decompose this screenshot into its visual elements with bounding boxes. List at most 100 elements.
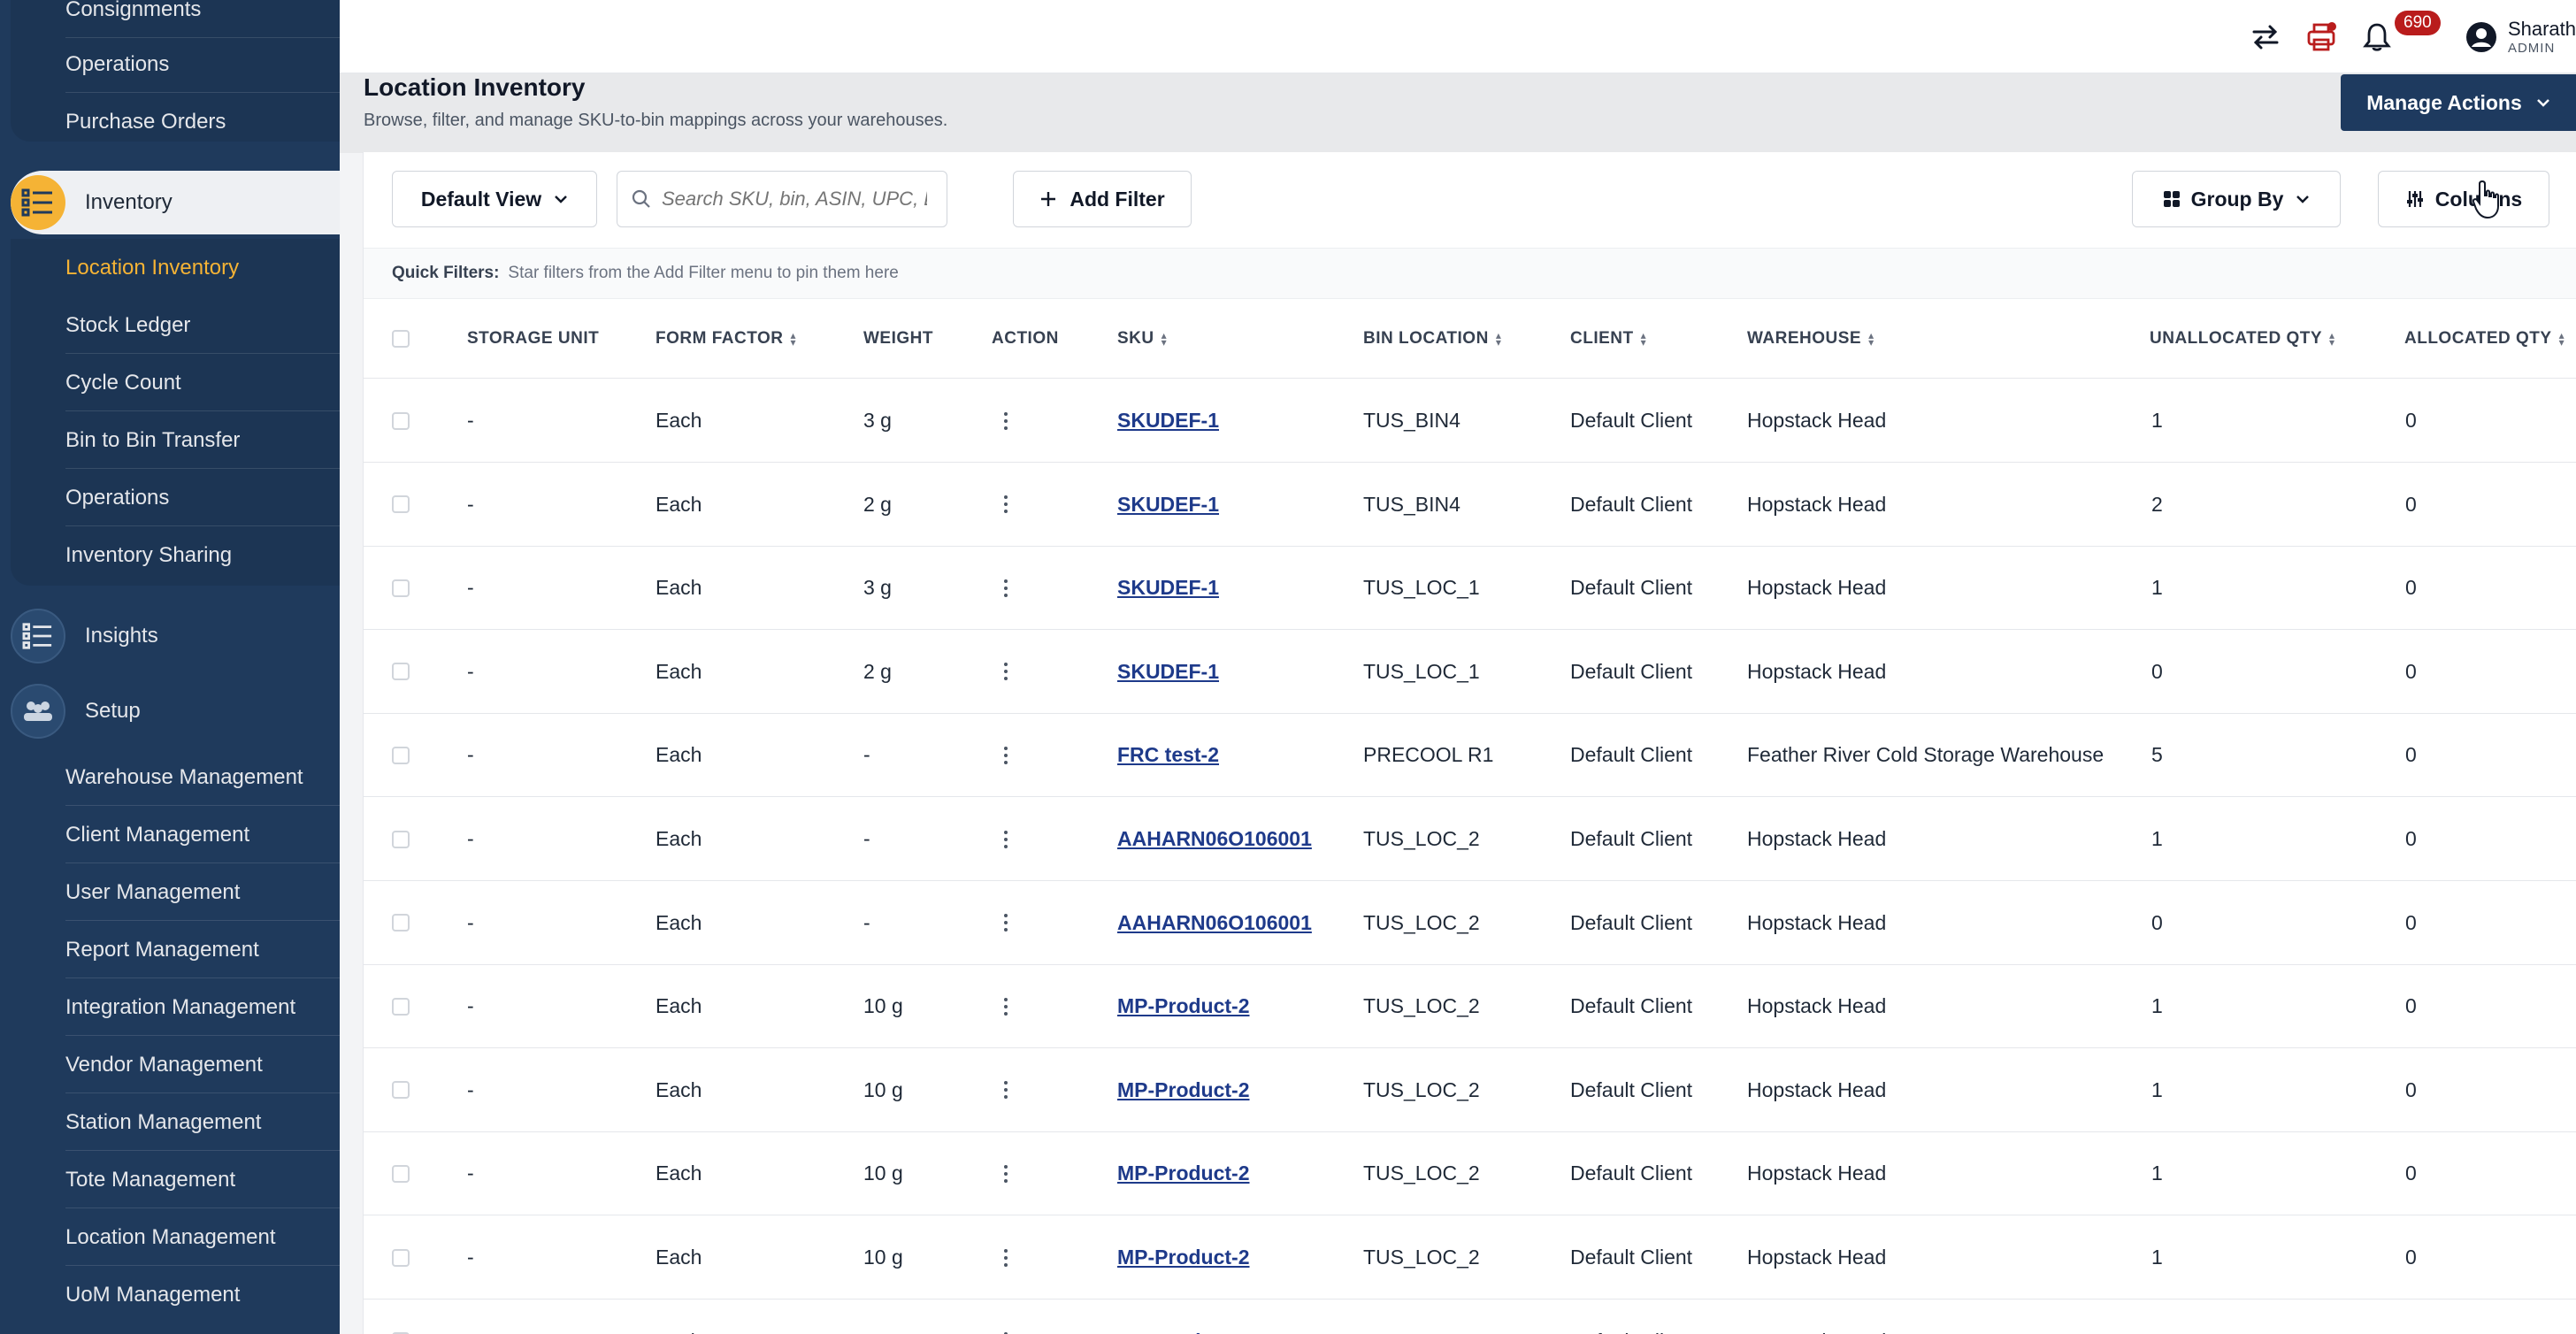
header-weight[interactable]: WEIGHT xyxy=(863,329,933,348)
cell-unallocated-qty: 0 xyxy=(2151,910,2163,934)
page-header: Location Inventory Browse, filter, and m… xyxy=(340,73,2576,153)
cell-sku[interactable]: AAHARN06O106001 xyxy=(1117,910,1312,934)
sidebar-item-report-management[interactable]: Report Management xyxy=(11,921,340,978)
sidebar-item-location-inventory[interactable]: Location Inventory xyxy=(65,255,240,280)
header-client[interactable]: CLIENT ▴ ▾ xyxy=(1570,329,1647,349)
columns-button[interactable]: Columns xyxy=(2378,171,2549,227)
cell-sku[interactable]: SKUDEF-1 xyxy=(1117,409,1220,432)
sidebar-item-warehouse-management[interactable]: Warehouse Management xyxy=(11,748,340,806)
cell-unallocated-qty: 1 xyxy=(2151,994,2163,1018)
cell-sku[interactable]: SKUDEF-1 xyxy=(1117,492,1220,516)
table-row[interactable]: - Each - FRC test-2 PRECOOL R1 Default Client… xyxy=(364,713,2576,798)
table-row[interactable]: - Each 10 g MP-Product-2 TUS_LOC_2 Default Cl… xyxy=(364,1131,2576,1216)
sidebar-item-uom-management[interactable]: UoM Management xyxy=(65,1282,241,1307)
user-menu[interactable]: Sharath ADMIN xyxy=(2464,18,2576,56)
more-vertical-icon[interactable] xyxy=(1004,379,1008,463)
sidebar-item-inventory-operations[interactable]: Operations xyxy=(11,469,340,526)
header-warehouse[interactable]: WAREHOUSE ▴ ▾ xyxy=(1747,329,1874,349)
row-checkbox[interactable] xyxy=(392,1215,410,1300)
more-vertical-icon[interactable] xyxy=(1004,1131,1008,1215)
row-checkbox[interactable] xyxy=(392,1131,410,1215)
bell-icon[interactable] xyxy=(2359,19,2395,55)
printer-icon[interactable] xyxy=(2304,19,2340,55)
sidebar-item-station-management[interactable]: Station Management xyxy=(11,1093,340,1151)
row-checkbox[interactable] xyxy=(392,463,410,547)
table-row[interactable]: - Each 2 g SKUDEF-1 TUS_BIN4 Default Client Ho… xyxy=(364,463,2576,547)
cell-sku[interactable]: SKUDEF-1 xyxy=(1117,576,1220,600)
more-vertical-icon[interactable] xyxy=(1004,630,1008,714)
view-select[interactable]: Default View xyxy=(392,171,597,227)
more-vertical-icon[interactable] xyxy=(1004,1048,1008,1132)
swap-icon[interactable] xyxy=(2248,19,2283,55)
cell-sku[interactable]: MP-Product-2 xyxy=(1117,994,1250,1018)
sidebar-item-inventory-sharing[interactable]: Inventory Sharing xyxy=(65,542,233,567)
cell-bin-location: TUS_LOC_2 xyxy=(1363,1162,1480,1185)
row-checkbox[interactable] xyxy=(392,1300,410,1334)
cell-sku[interactable]: AAHARN06O106001 xyxy=(1117,827,1312,850)
table-row[interactable]: - Each - AAHARN06O106001 TUS_LOC_2 Default Cl… xyxy=(364,797,2576,881)
row-checkbox[interactable] xyxy=(392,713,410,797)
row-checkbox[interactable] xyxy=(392,1048,410,1132)
more-vertical-icon[interactable] xyxy=(1004,1215,1008,1300)
cell-sku[interactable]: MP-Product-2 xyxy=(1117,1300,1250,1334)
sidebar-item-integration-management[interactable]: Integration Management xyxy=(11,978,340,1036)
more-vertical-icon[interactable] xyxy=(1004,1300,1008,1334)
manage-actions-button[interactable]: Manage Actions xyxy=(2341,74,2576,131)
table-row[interactable]: - Each 10 g MP-Product-2 TUS_LOC_2 Default Cl… xyxy=(364,964,2576,1049)
search-box[interactable] xyxy=(617,171,947,227)
cell-sku[interactable]: MP-Product-2 xyxy=(1117,1077,1250,1101)
sidebar-item-operations[interactable]: Operations xyxy=(11,35,340,93)
cell-warehouse: Hopstack Head xyxy=(1747,910,1887,934)
cell-form-factor: Each xyxy=(656,910,702,934)
add-filter-button[interactable]: Add Filter xyxy=(1013,171,1192,227)
sidebar-section-insights[interactable]: Insights xyxy=(0,604,340,668)
table-row[interactable]: - Each 10 g MP-Product-2 TUS_LOC_2 Default Cl… xyxy=(364,1048,2576,1132)
row-checkbox[interactable] xyxy=(392,881,410,965)
cell-sku[interactable]: FRC test-2 xyxy=(1117,743,1220,767)
sidebar-item-client-management[interactable]: Client Management xyxy=(11,806,340,863)
group-by-button[interactable]: Group By xyxy=(2132,171,2341,227)
cell-sku[interactable]: MP-Product-2 xyxy=(1117,1162,1250,1185)
sidebar-section-setup[interactable]: Setup xyxy=(0,679,340,743)
cell-sku[interactable]: MP-Product-2 xyxy=(1117,1246,1250,1269)
header-sku[interactable]: SKU ▴ ▾ xyxy=(1117,329,1168,349)
table-row[interactable]: - Each - AAHARN06O106001 TUS_LOC_2 Default Cl… xyxy=(364,881,2576,965)
more-vertical-icon[interactable] xyxy=(1004,881,1008,965)
select-all-checkbox[interactable] xyxy=(392,299,410,379)
table-row[interactable]: - Each 3 g SKUDEF-1 TUS_BIN4 Default Client Ho… xyxy=(364,379,2576,463)
sidebar-item-location-management[interactable]: Location Management xyxy=(11,1208,340,1266)
header-bin-location[interactable]: BIN LOCATION ▴ ▾ xyxy=(1363,329,1502,349)
sidebar-item-vendor-management[interactable]: Vendor Management xyxy=(11,1036,340,1093)
row-checkbox[interactable] xyxy=(392,379,410,463)
row-checkbox[interactable] xyxy=(392,964,410,1048)
more-vertical-icon[interactable] xyxy=(1004,964,1008,1048)
more-vertical-icon[interactable] xyxy=(1004,463,1008,547)
sidebar-item-consignments[interactable]: Consignments xyxy=(11,0,340,38)
sidebar-item-stock-ledger[interactable]: Stock Ledger xyxy=(11,296,340,354)
row-checkbox[interactable] xyxy=(392,630,410,714)
header-form-factor[interactable]: FORM FACTOR ▴ ▾ xyxy=(656,329,797,349)
cell-bin-location: TUS_LOC_2 xyxy=(1363,1246,1480,1269)
header-storage-unit[interactable]: STORAGE UNIT xyxy=(467,329,600,348)
cell-storage-unit: - xyxy=(467,827,474,850)
row-checkbox[interactable] xyxy=(392,797,410,881)
cell-allocated-qty: 0 xyxy=(2405,1162,2417,1185)
table-row[interactable]: - Each 2 g SKUDEF-1 TUS_LOC_1 Default Client H… xyxy=(364,630,2576,714)
more-vertical-icon[interactable] xyxy=(1004,713,1008,797)
sidebar-item-tote-management[interactable]: Tote Management xyxy=(11,1151,340,1208)
header-allocated-qty[interactable]: ALLOCATED QTY ▴ ▾ xyxy=(2404,329,2565,349)
more-vertical-icon[interactable] xyxy=(1004,546,1008,630)
search-input[interactable] xyxy=(662,188,927,211)
sidebar-item-cycle-count[interactable]: Cycle Count xyxy=(11,354,340,411)
more-vertical-icon[interactable] xyxy=(1004,797,1008,881)
sidebar-item-purchase-orders[interactable]: Purchase Orders xyxy=(65,109,226,134)
row-checkbox[interactable] xyxy=(392,546,410,630)
cell-sku[interactable]: SKUDEF-1 xyxy=(1117,659,1220,683)
sidebar-section-inventory[interactable]: Inventory xyxy=(11,171,340,234)
table-row[interactable]: - Each 10 g MP-Product-2 TUS_LOC_2 Default Cl… xyxy=(364,1300,2576,1334)
sidebar-item-user-management[interactable]: User Management xyxy=(11,863,340,921)
header-unallocated-qty[interactable]: UNALLOCATED QTY ▴ ▾ xyxy=(2150,329,2335,349)
sidebar-item-bin-to-bin-transfer[interactable]: Bin to Bin Transfer xyxy=(11,411,340,469)
table-row[interactable]: - Each 3 g SKUDEF-1 TUS_LOC_1 Default Client H… xyxy=(364,546,2576,631)
table-row[interactable]: - Each 10 g MP-Product-2 TUS_LOC_2 Default Cl… xyxy=(364,1215,2576,1300)
